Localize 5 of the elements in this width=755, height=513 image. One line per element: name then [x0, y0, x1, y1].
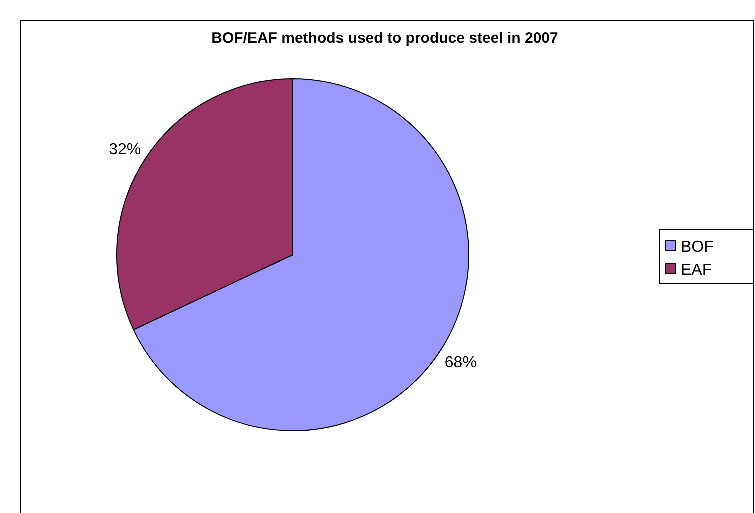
- legend-label: EAF: [681, 262, 712, 279]
- chart-title: BOF/EAF methods used to produce steel in 2007: [212, 30, 558, 47]
- data-label: 68%: [444, 354, 477, 372]
- data-label: 32%: [109, 141, 142, 158]
- legend-label: BOF: [681, 239, 714, 256]
